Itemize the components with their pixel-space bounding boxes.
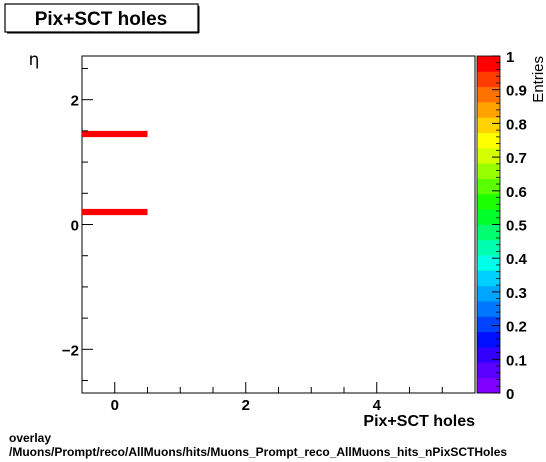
z-tick-label: 0.4 bbox=[506, 251, 528, 268]
palette-swatch bbox=[477, 163, 500, 179]
x-tick-label: 0 bbox=[111, 397, 119, 414]
palette-swatch bbox=[477, 316, 500, 333]
z-tick-label: 0.6 bbox=[506, 184, 527, 201]
palette-swatch bbox=[477, 193, 500, 210]
palette-swatch bbox=[477, 101, 500, 118]
z-tick-label: 0.8 bbox=[506, 116, 527, 133]
heatmap-cell-0 bbox=[82, 130, 148, 138]
palette-swatch bbox=[477, 285, 500, 302]
x-tick-label: 2 bbox=[242, 397, 250, 414]
palette-swatch bbox=[477, 117, 500, 133]
title-box bbox=[4, 3, 199, 33]
palette-swatch bbox=[477, 147, 500, 164]
y-axis-title: η bbox=[29, 50, 40, 70]
palette-swatch bbox=[477, 178, 500, 195]
palette-swatch bbox=[477, 239, 500, 256]
z-tick-label: 0.5 bbox=[506, 218, 527, 235]
heatmap-cells bbox=[82, 130, 148, 216]
plot-frame bbox=[81, 55, 476, 394]
z-tick-label: 0.2 bbox=[506, 319, 527, 336]
heatmap-cell-1 bbox=[82, 208, 148, 216]
palette-swatch bbox=[477, 255, 500, 271]
x-axis-title: Pix+SCT holes bbox=[363, 413, 475, 430]
palette-swatch bbox=[477, 301, 500, 317]
palette-swatch bbox=[477, 224, 500, 241]
y-tick-label: 0 bbox=[71, 218, 79, 235]
x-tick-label: 4 bbox=[373, 397, 382, 414]
palette-swatch bbox=[477, 270, 500, 287]
z-tick-label: 0.3 bbox=[506, 285, 527, 302]
palette-swatch bbox=[477, 209, 500, 225]
y-axis-ticks: −2 0 2 bbox=[62, 67, 93, 382]
y-tick-label: 2 bbox=[71, 93, 79, 110]
color-palette bbox=[477, 56, 500, 394]
z-tick-label: 0.1 bbox=[506, 352, 527, 369]
palette-swatch bbox=[477, 347, 500, 363]
z-axis-ticks: 0 0.1 0.2 0.3 0.4 0.5 0.6 0.7 0.8 0.9 1 bbox=[492, 49, 528, 403]
z-tick-label: 0.9 bbox=[506, 83, 527, 100]
palette-swatch bbox=[477, 362, 500, 379]
palette-swatch bbox=[477, 71, 500, 88]
palette-swatch bbox=[477, 331, 500, 348]
z-tick-label: 0.7 bbox=[506, 150, 527, 167]
y-tick-label: −2 bbox=[62, 342, 79, 359]
palette-swatch bbox=[477, 132, 500, 149]
z-axis-title: Entries bbox=[530, 56, 546, 103]
z-tick-label: 1 bbox=[506, 49, 514, 66]
z-tick-label: 0 bbox=[506, 386, 514, 403]
footer-overlay-label: overlay bbox=[9, 431, 52, 445]
x-axis-ticks: 0 2 4 bbox=[81, 382, 476, 414]
palette-swatch bbox=[477, 56, 500, 72]
palette-swatch bbox=[477, 86, 500, 103]
footer-histogram-path: /Muons/Prompt/reco/AllMuons/hits/Muons_P… bbox=[9, 445, 508, 459]
palette-swatch bbox=[477, 377, 500, 394]
chart-title: Pix+SCT holes bbox=[35, 9, 168, 30]
